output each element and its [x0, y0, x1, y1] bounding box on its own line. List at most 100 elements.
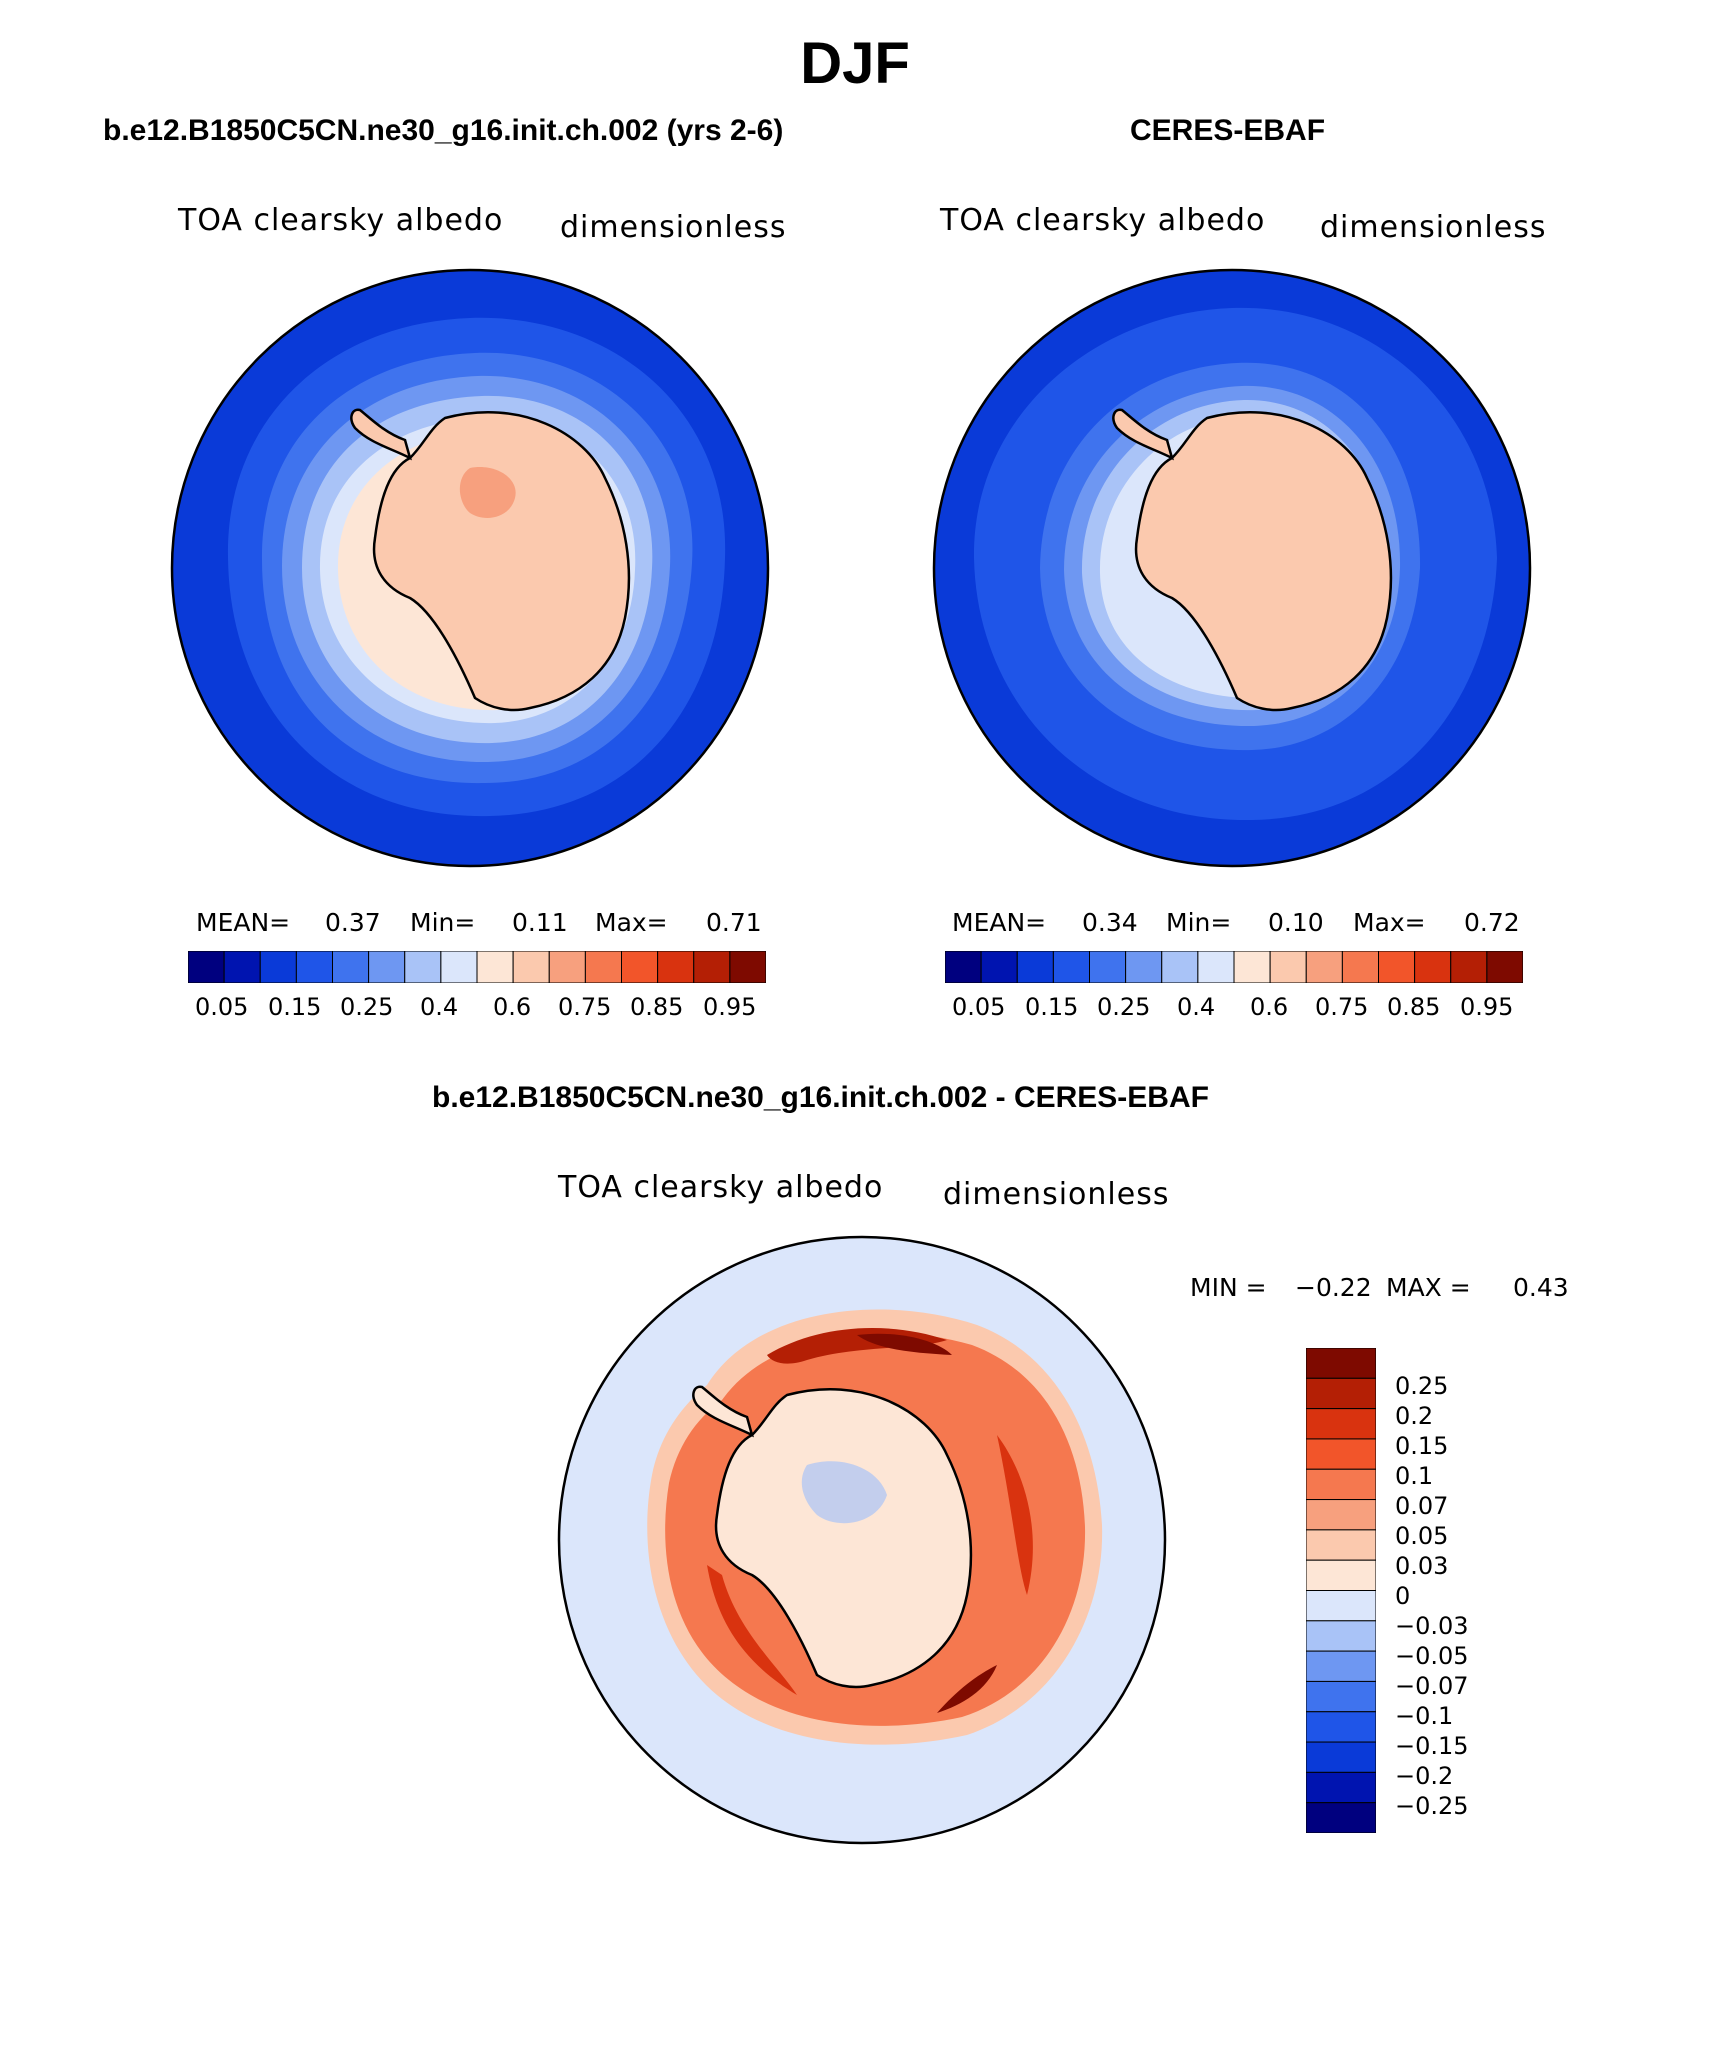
colorbar-segment	[1306, 1650, 1376, 1682]
diff-interior-negative	[801, 1461, 887, 1524]
diff-max-value: 0.43	[1513, 1273, 1569, 1302]
model-colorbar-tick: 0.15	[268, 993, 322, 1021]
figure-title: DJF	[800, 31, 910, 96]
diff-colorbar-tick: 0	[1395, 1582, 1411, 1610]
obs-units-label: dimensionless	[1320, 210, 1547, 245]
colorbar-segment	[295, 951, 333, 983]
colorbar-segment	[188, 951, 225, 983]
colorbar-segment	[1306, 1559, 1376, 1591]
diff-colorbar-tick: 0.1	[1395, 1462, 1434, 1490]
diff-max-label: MAX =	[1386, 1273, 1471, 1302]
colorbar-segment	[1306, 1771, 1376, 1804]
colorbar-segment	[1341, 951, 1379, 983]
colorbar-segment	[1306, 1468, 1376, 1501]
diff-panel-title: b.e12.B1850C5CN.ne30_g16.init.ch.002 - C…	[432, 1081, 1209, 1114]
colorbar-segment	[945, 951, 982, 983]
colorbar-segment	[1450, 951, 1488, 983]
colorbar-segment	[332, 951, 370, 983]
model-peninsula	[350, 408, 412, 461]
colorbar-segment	[1306, 1348, 1376, 1379]
diff-map-border	[557, 1235, 1167, 1845]
obs-mean-label: MEAN=	[952, 908, 1047, 937]
diff-ring-peak-south	[937, 1665, 997, 1713]
diff-min-label: MIN =	[1190, 1273, 1267, 1302]
diff-polar-map	[557, 1235, 1167, 1845]
model-panel-title: b.e12.B1850C5CN.ne30_g16.init.ch.002 (yr…	[103, 114, 784, 147]
obs-max-label: Max=	[1353, 908, 1426, 937]
colorbar-segment	[368, 951, 406, 983]
obs-colorbar-tick: 0.75	[1315, 993, 1369, 1021]
model-colorbar	[188, 951, 766, 983]
obs-antarctica	[1134, 410, 1393, 712]
obs-variable-label: TOA clearsky albedo	[940, 203, 1266, 238]
colorbar-segment	[1306, 1408, 1376, 1440]
diff-colorbar-tick: 0.15	[1395, 1432, 1449, 1460]
model-colorbar-tick: 0.95	[703, 993, 757, 1021]
colorbar-segment	[584, 951, 622, 983]
model-colorbar-tick: 0.4	[420, 993, 459, 1021]
colorbar-segment	[404, 951, 442, 983]
obs-colorbar-tick: 0.15	[1025, 993, 1079, 1021]
colorbar-segment	[729, 951, 766, 983]
model-colorbar-tick: 0.85	[630, 993, 684, 1021]
colorbar-segment	[1016, 951, 1054, 983]
obs-min-value: 0.10	[1268, 908, 1324, 937]
colorbar-segment	[476, 951, 514, 983]
diff-ring-peak-east	[997, 1435, 1033, 1595]
diff-colorbar-tick: −0.2	[1395, 1762, 1454, 1790]
obs-map-border	[932, 268, 1532, 868]
colorbar-segment	[1306, 1529, 1376, 1561]
diff-colorbar-tick: 0.25	[1395, 1372, 1449, 1400]
diff-ring-max	[857, 1333, 952, 1355]
model-colorbar-tick: 0.05	[195, 993, 249, 1021]
colorbar-segment	[1233, 951, 1271, 983]
colorbar-segment	[1306, 1438, 1376, 1470]
colorbar-segment	[1306, 1711, 1376, 1743]
diff-colorbar-tick: −0.07	[1395, 1672, 1469, 1700]
colorbar-segment	[1306, 1377, 1376, 1410]
colorbar-segment	[1089, 951, 1127, 983]
model-variable-label: TOA clearsky albedo	[178, 203, 504, 238]
obs-polar-map	[932, 268, 1532, 868]
colorbar-segment	[548, 951, 586, 983]
diff-units-label: dimensionless	[943, 1177, 1170, 1212]
diff-ring-peak-west	[707, 1565, 797, 1695]
diff-colorbar-tick: −0.25	[1395, 1792, 1469, 1820]
obs-mean-value: 0.34	[1082, 908, 1138, 937]
colorbar-segment	[512, 951, 550, 983]
colorbar-segment	[980, 951, 1018, 983]
colorbar-segment	[1269, 951, 1307, 983]
diff-colorbar-tick: −0.05	[1395, 1642, 1469, 1670]
diff-colorbar-tick: 0.2	[1395, 1402, 1434, 1430]
diff-colorbar	[1306, 1348, 1376, 1833]
colorbar-segment	[1197, 951, 1235, 983]
diff-antarctica	[714, 1387, 973, 1689]
colorbar-segment	[693, 951, 731, 983]
colorbar-segment	[657, 951, 695, 983]
diff-peninsula	[692, 1385, 754, 1438]
diff-colorbar-tick: 0.03	[1395, 1552, 1449, 1580]
colorbar-segment	[1052, 951, 1090, 983]
diff-colorbar-tick: −0.15	[1395, 1732, 1469, 1760]
obs-max-value: 0.72	[1464, 908, 1520, 937]
colorbar-segment	[621, 951, 659, 983]
colorbar-segment	[1378, 951, 1416, 983]
colorbar-segment	[223, 951, 261, 983]
model-units-label: dimensionless	[560, 210, 787, 245]
model-mean-value: 0.37	[325, 908, 381, 937]
obs-colorbar-tick: 0.25	[1097, 993, 1151, 1021]
diff-colorbar-tick: −0.1	[1395, 1702, 1454, 1730]
model-min-label: Min=	[410, 908, 476, 937]
obs-peninsula	[1112, 408, 1174, 461]
obs-colorbar	[945, 951, 1523, 983]
colorbar-segment	[1306, 1499, 1376, 1531]
obs-colorbar-tick: 0.4	[1177, 993, 1216, 1021]
diff-colorbar-tick: 0.07	[1395, 1492, 1449, 1520]
colorbar-segment	[1306, 1741, 1376, 1773]
colorbar-segment	[1306, 1680, 1376, 1713]
colorbar-segment	[1486, 951, 1523, 983]
model-min-value: 0.11	[512, 908, 568, 937]
model-antarctica	[372, 410, 631, 712]
model-colorbar-tick: 0.75	[558, 993, 612, 1021]
model-colorbar-tick: 0.6	[493, 993, 532, 1021]
